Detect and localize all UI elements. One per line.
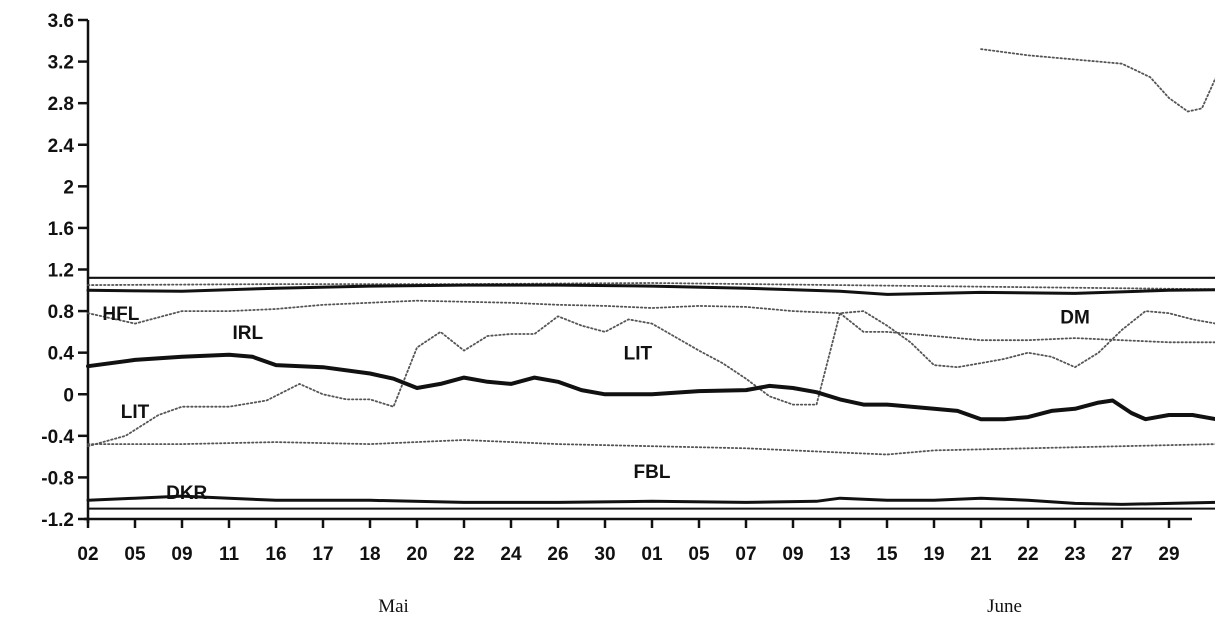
- y-tick-label: 1.6: [48, 219, 74, 240]
- y-tick-label: -1.2: [41, 510, 74, 531]
- y-tick-label: 0.8: [48, 302, 74, 323]
- y-tick-label: 3.6: [48, 11, 74, 32]
- y-tick-label: 2: [63, 177, 74, 198]
- series-label-dm: DM: [1060, 307, 1090, 328]
- y-tick-label: 0: [63, 385, 74, 406]
- series-line-lit-5: [87, 310, 1215, 448]
- x-tick-label: 15: [876, 544, 898, 565]
- x-tick-label: 27: [1111, 544, 1132, 565]
- series-label-dkr: DKR: [166, 483, 207, 504]
- x-tick-label: 05: [688, 544, 710, 565]
- y-tick-label: 3.2: [48, 53, 74, 74]
- x-tick-label: 16: [265, 544, 286, 565]
- x-tick-label: 26: [547, 544, 568, 565]
- series-line-pta-0: [980, 48, 1215, 113]
- x-tick-label: 18: [359, 544, 380, 565]
- series-line-irl-4: [87, 299, 1215, 344]
- x-tick-label: 19: [923, 544, 944, 565]
- month-label: June: [987, 596, 1022, 617]
- y-tick-label: 2.4: [48, 136, 75, 157]
- series-label-hfl: HFL: [102, 304, 139, 325]
- x-tick-label: 09: [171, 544, 192, 565]
- x-tick-label: 09: [782, 544, 803, 565]
- x-tick-label: 24: [500, 544, 522, 565]
- x-tick-label: 21: [970, 544, 992, 565]
- y-tick-label: 1.2: [48, 261, 74, 282]
- x-tick-label: 20: [406, 544, 427, 565]
- x-tick-label: 05: [124, 544, 146, 565]
- x-tick-label: 13: [829, 544, 850, 565]
- x-tick-label: 17: [312, 544, 333, 565]
- x-tick-label: 29: [1158, 544, 1179, 565]
- x-tick-label: 22: [1017, 544, 1038, 565]
- series-line-fbl-7: [87, 439, 1215, 456]
- y-tick-label: 0.4: [48, 344, 75, 365]
- series-line-dkr-8: [86, 494, 1215, 506]
- x-tick-label: 11: [219, 544, 240, 565]
- series-label-lit: LIT: [121, 402, 150, 423]
- y-tick-label: 2.8: [48, 94, 74, 115]
- x-tick-label: 07: [735, 544, 756, 565]
- series-line-3: [86, 283, 1215, 296]
- series-label-fbl: FBL: [634, 462, 671, 483]
- series-line-hfl-6: [86, 352, 1215, 422]
- y-tick-label: -0.8: [41, 468, 74, 489]
- x-tick-label: 22: [453, 544, 474, 565]
- series-label-lit: LIT: [624, 344, 653, 365]
- x-tick-label: 23: [1064, 544, 1085, 565]
- series-label-irl: IRL: [232, 323, 263, 344]
- x-tick-label: 02: [77, 544, 98, 565]
- x-tick-label: 01: [641, 544, 663, 565]
- month-label: Mai: [378, 596, 409, 617]
- x-tick-label: 30: [594, 544, 615, 565]
- y-tick-label: -0.4: [41, 427, 74, 448]
